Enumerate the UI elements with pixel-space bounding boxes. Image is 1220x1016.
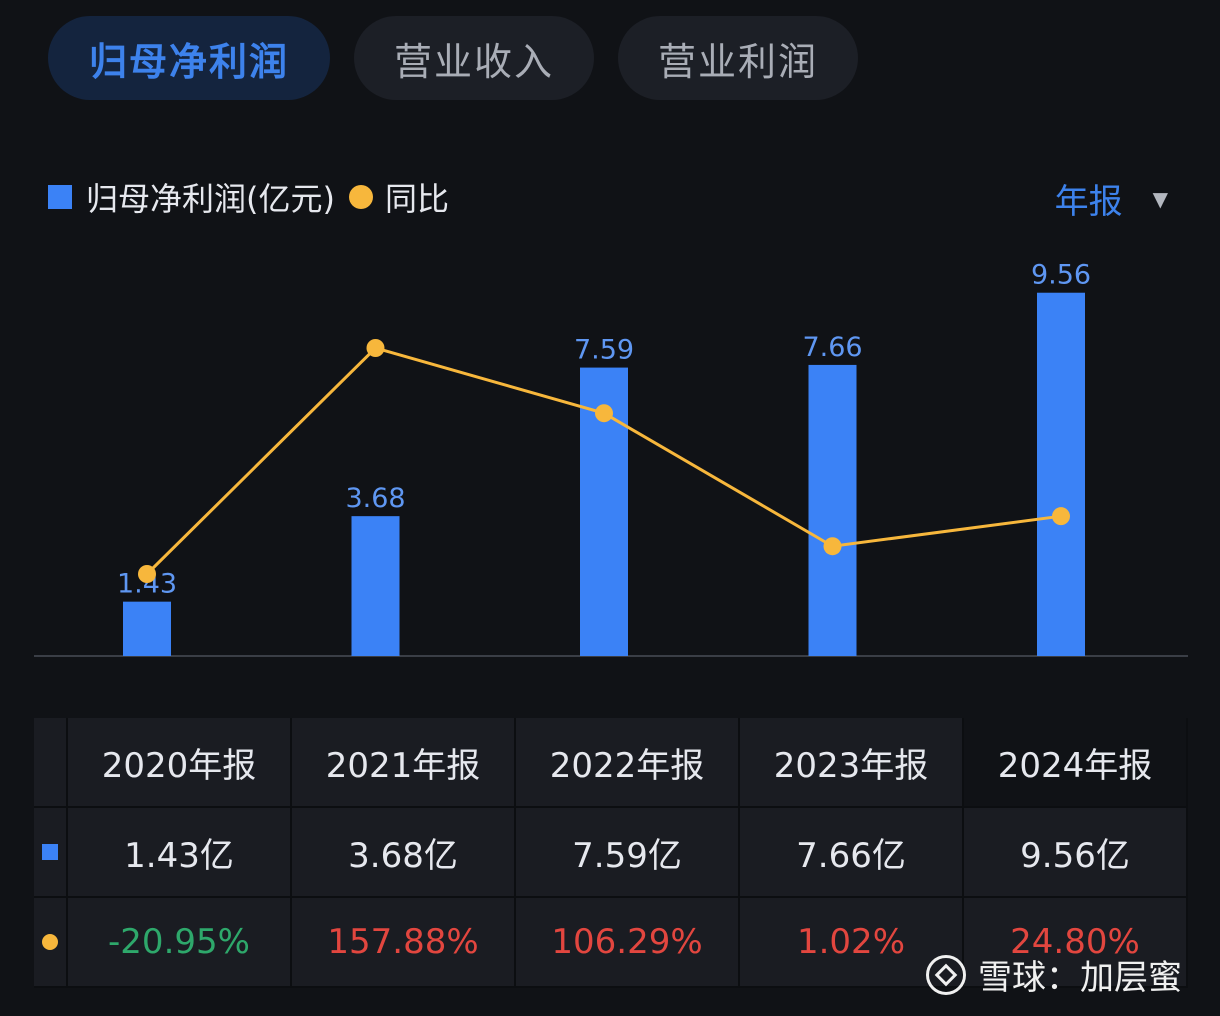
yoy-point[interactable] — [595, 404, 613, 423]
dot-marker-icon — [42, 934, 58, 950]
watermark: 雪球：加层蜜 — [926, 950, 1182, 999]
table-cell: 3.68亿 — [292, 808, 516, 898]
table-row-yoy: -20.95% 157.88% 106.29% 1.02% 24.80% — [34, 898, 1188, 988]
line-legend-swatch — [348, 185, 373, 209]
yoy-point[interactable] — [1052, 507, 1070, 526]
table-cell: 106.29% — [516, 898, 740, 988]
table-cell: -20.95% — [68, 898, 292, 988]
table-header-cell: 2023年报 — [740, 718, 964, 808]
yoy-point[interactable] — [823, 537, 842, 556]
table-header-row: 2020年报 2021年报 2022年报 2023年报 2024年报 — [34, 718, 1188, 808]
line-legend-label: 同比 — [384, 180, 449, 218]
bar-data-label: 9.56 — [1031, 260, 1091, 291]
tab-net-profit[interactable]: 归母净利润 — [48, 16, 330, 100]
bar-data-label: 7.66 — [802, 332, 862, 363]
bar[interactable] — [1037, 292, 1085, 656]
table-cell: 157.88% — [292, 898, 516, 988]
period-label: 年报 — [1054, 182, 1123, 222]
table-row-profit: 1.43亿 3.68亿 7.59亿 7.66亿 9.56亿 — [34, 808, 1188, 898]
table-header-cell: 2024年报 — [964, 718, 1188, 808]
yoy-point[interactable] — [138, 565, 156, 583]
bar[interactable] — [123, 601, 171, 656]
table-header-cell: 2020年报 — [68, 718, 292, 808]
tab-revenue[interactable]: 营业收入 — [354, 16, 594, 100]
table-cell: 9.56亿 — [964, 808, 1188, 898]
yoy-row-marker — [34, 898, 68, 988]
watermark-text: 雪球：加层蜜 — [978, 958, 1182, 998]
bar[interactable] — [351, 516, 400, 656]
bar[interactable] — [808, 364, 857, 656]
bar-data-label: 3.68 — [345, 483, 405, 514]
metric-tabs: 归母净利润 营业收入 营业利润 — [48, 16, 858, 100]
table-header-cell: 2021年报 — [292, 718, 516, 808]
bar-data-label: 7.59 — [574, 335, 634, 366]
bar-legend-swatch — [48, 185, 72, 209]
xueqiu-logo-icon — [926, 954, 966, 995]
table-header-cell: 2022年报 — [516, 718, 740, 808]
table-cell: 24.80% — [964, 898, 1188, 988]
bar-marker-icon — [42, 844, 58, 860]
profit-chart: 1.433.687.59 7.669.56 — [34, 260, 1188, 657]
chart-legend: 归母净利润(亿元) 同比 — [48, 174, 449, 220]
table-corner — [34, 718, 68, 808]
profit-row-marker — [34, 808, 68, 898]
yoy-point[interactable] — [366, 339, 385, 357]
table-cell: 7.66亿 — [740, 808, 964, 898]
data-table: 2020年报 2021年报 2022年报 2023年报 2024年报 1.43亿… — [34, 718, 1188, 988]
caret-down-icon: ▼ — [1152, 186, 1168, 211]
bar-legend-label: 归母净利润(亿元) — [86, 180, 335, 218]
table-cell: 7.59亿 — [516, 808, 740, 898]
period-dropdown[interactable]: 年报 ▼ — [1055, 174, 1168, 223]
table-cell: 1.43亿 — [68, 808, 292, 898]
tab-operating-profit[interactable]: 营业利润 — [618, 16, 858, 100]
